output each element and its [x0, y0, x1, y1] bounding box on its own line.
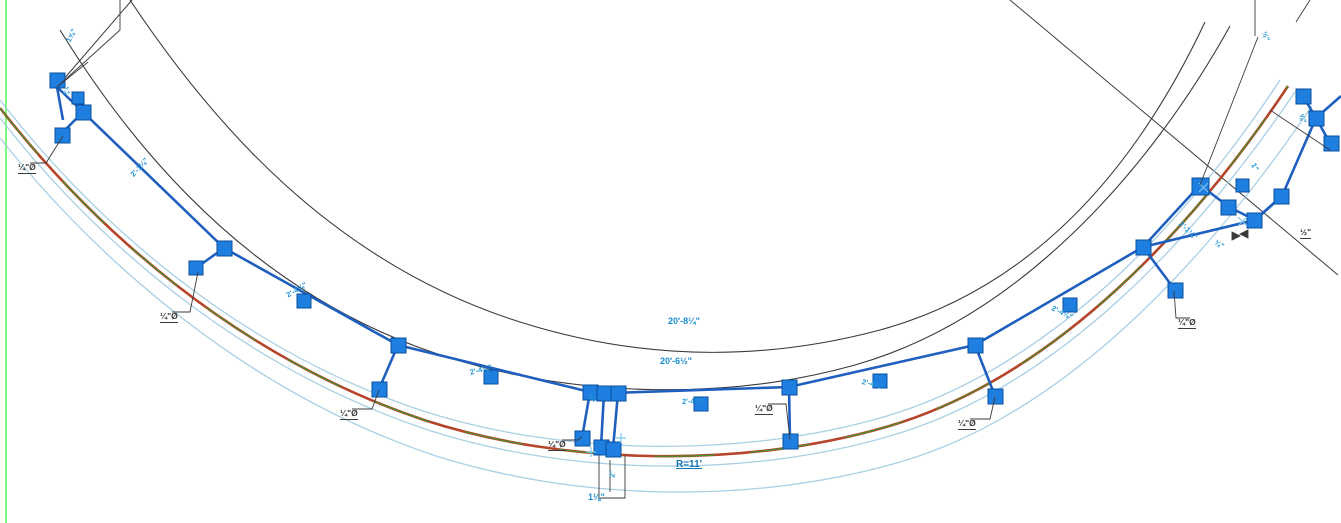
- hole-leader-lines: [30, 135, 1190, 441]
- grip-square: [1246, 212, 1263, 229]
- grip-square: [987, 388, 1004, 405]
- grip-square: [49, 72, 66, 89]
- grip-square: [605, 441, 622, 458]
- grip-square: [296, 293, 312, 309]
- detail-arrow-marks: [1231, 229, 1249, 241]
- rail-centerline-green-overlay: [0, 85, 1289, 457]
- grip-square: [216, 240, 233, 257]
- grip-square: [1308, 110, 1325, 127]
- dimension-witness-lines: [56, 0, 1331, 186]
- grip-square: [781, 379, 798, 396]
- grip-square: [1135, 239, 1152, 256]
- grip-square: [1191, 177, 1210, 196]
- rail-edge-arc-outer: [0, 79, 1281, 447]
- grip-square: [574, 430, 591, 447]
- grip-square: [1273, 188, 1290, 205]
- grip-square: [1295, 88, 1312, 105]
- construction-diagonal-right: [1009, 0, 1339, 276]
- rail-edge-arc-outer-2: [0, 91, 1296, 467]
- grip-square: [610, 385, 627, 402]
- grip-square: [75, 104, 92, 121]
- grip-square: [188, 260, 204, 276]
- outer-construction-arc: [129, 0, 1206, 353]
- grip-square: [582, 384, 599, 401]
- grip-square: [596, 385, 613, 402]
- grip-square: [1220, 199, 1237, 216]
- grip-square: [967, 337, 984, 354]
- grip-square: [71, 91, 85, 105]
- grip-handles[interactable]: [49, 72, 1340, 458]
- rail-edge-arc-inner: [0, 105, 1313, 493]
- grip-square: [371, 381, 388, 398]
- grip-square: [1062, 297, 1078, 313]
- construction-diagonal-left: [56, 0, 133, 88]
- selected-polyline-blue[interactable]: [55, 86, 1341, 450]
- grip-square: [693, 396, 709, 412]
- grip-square: [483, 369, 499, 385]
- grip-square: [1167, 282, 1184, 299]
- inner-construction-arc: [59, 25, 1231, 391]
- snap-markers: [586, 182, 1248, 457]
- grip-square: [872, 373, 888, 389]
- detail-dimension-bracket: [598, 455, 626, 499]
- grip-square: [782, 433, 799, 450]
- grip-square: [1235, 178, 1250, 193]
- grip-square: [1323, 135, 1340, 152]
- grip-square: [390, 337, 407, 354]
- grip-square: [54, 127, 71, 144]
